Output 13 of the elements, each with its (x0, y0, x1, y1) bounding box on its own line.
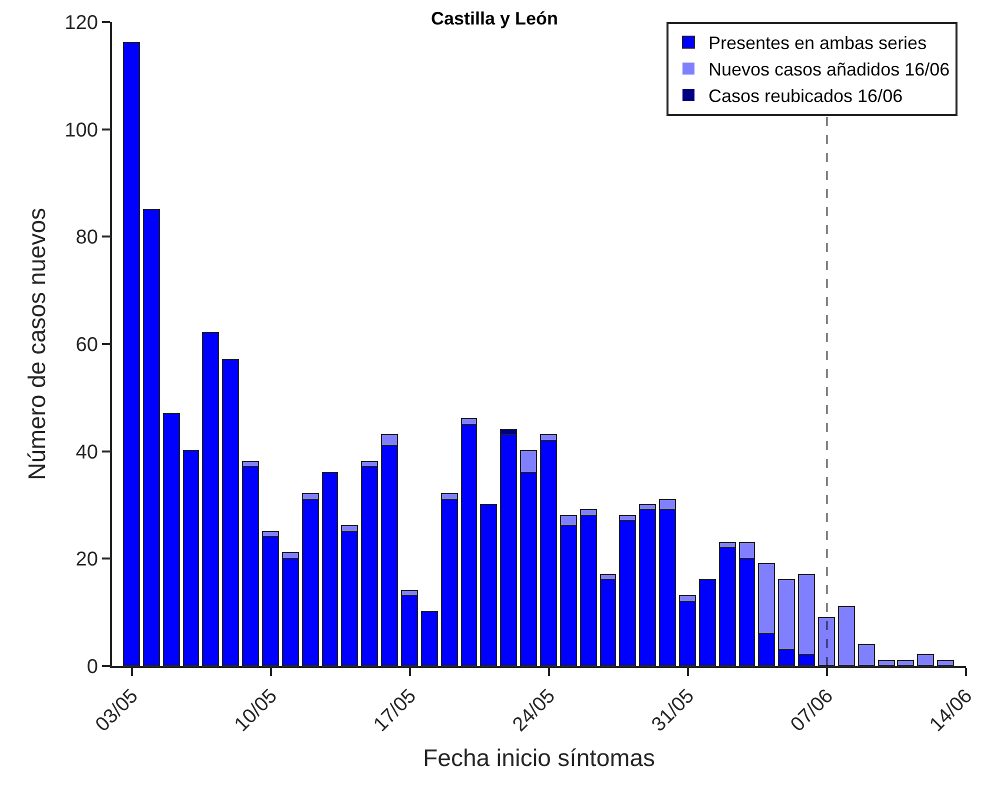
legend-label: Casos reubicados 16/06 (708, 86, 903, 106)
y-axis-title: Número de casos nuevos (24, 208, 52, 480)
y-tick-label: 60 (76, 334, 98, 356)
y-tick-label: 80 (76, 226, 98, 249)
y-tick-label: 20 (76, 548, 98, 571)
y-tick-label: 0 (86, 656, 98, 678)
legend-label: Nuevos casos añadidos 16/06 (708, 60, 950, 80)
chart-title: Castilla y León (430, 8, 558, 29)
legend-label: Presentes en ambas series (708, 33, 927, 54)
y-tick-label: 40 (76, 441, 98, 464)
x-axis-title: Fecha inicio síntomas (422, 744, 656, 772)
y-tick-label: 120 (64, 12, 98, 34)
y-tick-label: 100 (64, 119, 98, 142)
